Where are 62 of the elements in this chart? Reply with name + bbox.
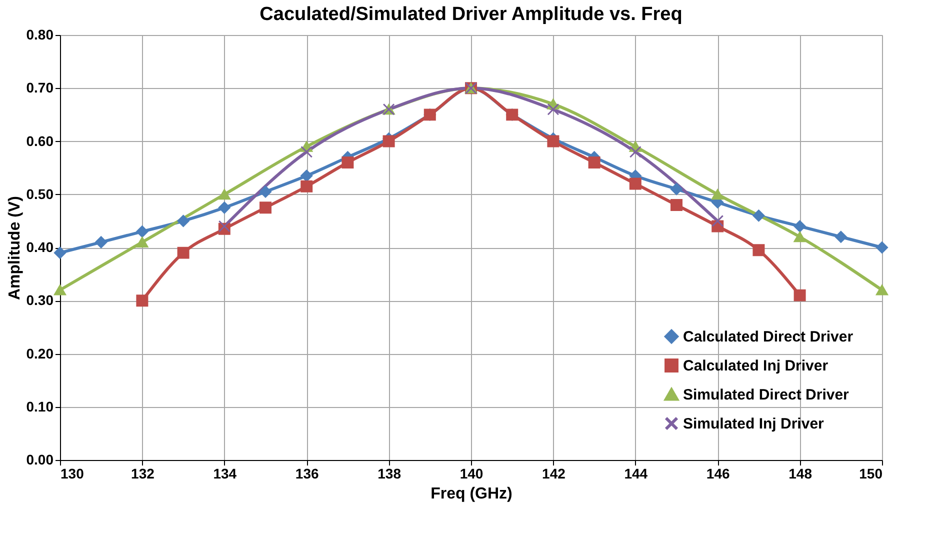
point [300,180,313,192]
point [177,246,190,259]
point [260,186,272,198]
point [54,246,66,259]
point [834,230,847,243]
point [876,284,888,296]
x-tick-label: 148 [788,466,812,482]
legend-label: Simulated Direct Driver [683,386,850,404]
x-tick-label: 134 [213,466,237,482]
x-tick-label: 138 [378,466,402,482]
y-tick-label: 0.10 [26,398,54,414]
y-tick-label: 0.50 [26,186,54,202]
point [629,146,642,158]
point [300,146,313,158]
point [218,189,230,200]
x-tick-label: 136 [295,466,319,482]
y-tick-label: 0.70 [26,80,54,96]
point [342,156,354,168]
point [547,103,560,116]
y-tick-label: 0.00 [26,452,54,468]
point [547,135,560,148]
point [752,210,765,222]
x-tick-label: 130 [60,466,84,482]
legend-label: Calculated Inj Driver [683,358,828,374]
x-axis-title: Freq (GHz) [430,486,512,502]
y-tick-label: 0.30 [26,292,54,308]
point [95,236,108,248]
point [260,202,272,214]
y-tick-label: 0.60 [26,132,54,149]
point [218,220,230,232]
legend-label: Calculated Direct Driver [683,328,854,346]
point [136,294,148,307]
point [136,236,148,248]
point [794,232,806,242]
point [136,226,148,238]
point [670,183,682,196]
point [54,284,66,296]
point [794,289,806,302]
y-tick-label: 0.40 [26,239,54,255]
x-tick-label: 150 [859,466,883,482]
x-tick-label: 132 [131,466,155,482]
chart-title: Caculated/Simulated Driver Amplitude vs. Freq [260,4,682,25]
x-tick-label: 142 [542,466,566,482]
point [177,214,190,227]
point [712,189,724,200]
point [670,199,682,211]
point [300,170,313,182]
y-tick-label: 0.80 [26,26,54,42]
point [712,214,724,227]
x-tick-label: 144 [624,466,648,482]
point [876,242,888,254]
y-axis-title: Amplitude (V) [6,196,24,300]
legend-label: Simulated Inj Driver [683,416,824,432]
point [588,156,600,168]
x-tick-label: 140 [460,466,484,482]
point [794,220,806,232]
point [382,135,395,148]
y-tick-label: 0.20 [26,345,54,362]
point [218,202,230,214]
point [629,178,642,190]
x-tick-label: 146 [706,466,730,482]
point [752,244,765,256]
